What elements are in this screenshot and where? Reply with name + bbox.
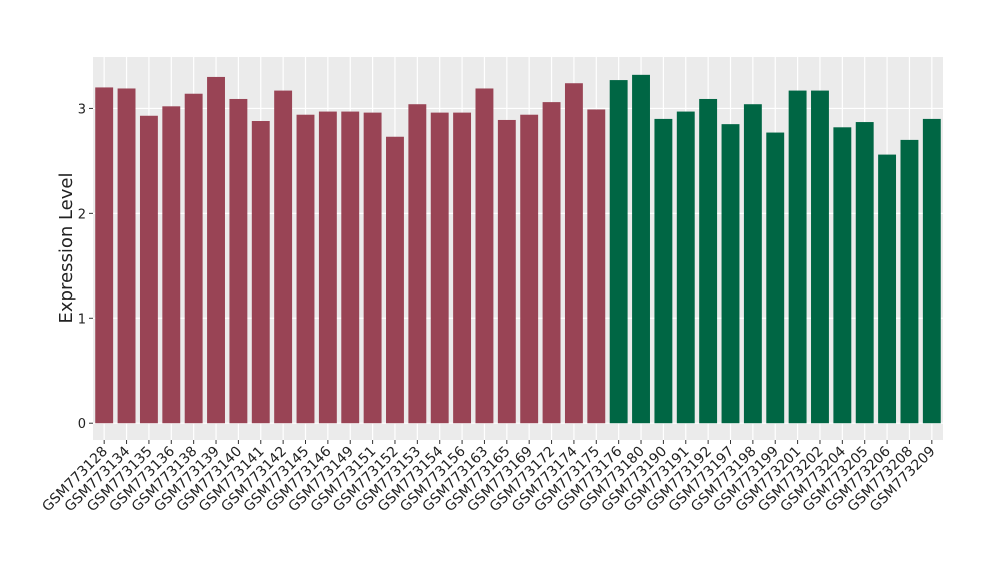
y-tick-label: 0 xyxy=(78,417,86,432)
bar xyxy=(408,104,427,424)
bar xyxy=(587,109,606,424)
bar xyxy=(699,98,718,424)
bar xyxy=(520,114,539,424)
y-axis-label: Expression Level xyxy=(56,173,77,324)
y-tick-label: 1 xyxy=(78,312,86,327)
bar xyxy=(766,132,785,424)
bar xyxy=(274,90,293,424)
bar xyxy=(95,87,114,424)
bar xyxy=(497,119,516,424)
bar xyxy=(229,98,248,424)
bar xyxy=(878,154,897,424)
bar xyxy=(117,88,136,424)
bar xyxy=(632,74,650,424)
bar xyxy=(207,76,225,424)
bar xyxy=(811,90,829,424)
bar xyxy=(743,104,762,424)
bar xyxy=(184,93,203,424)
bar xyxy=(788,90,807,424)
bar xyxy=(453,112,472,424)
bar xyxy=(855,122,874,424)
bar xyxy=(609,80,628,424)
bar xyxy=(922,118,941,424)
bar xyxy=(251,121,270,424)
bar xyxy=(833,127,852,424)
bar xyxy=(900,139,919,424)
bar xyxy=(430,112,449,424)
y-tick-label: 3 xyxy=(78,102,86,117)
bar xyxy=(721,124,740,424)
bar xyxy=(386,136,404,424)
bar xyxy=(475,88,494,424)
bar xyxy=(139,115,158,424)
y-tick-label: 2 xyxy=(78,207,86,222)
bar xyxy=(654,118,673,424)
bar xyxy=(341,111,360,424)
bar xyxy=(542,102,561,424)
bar xyxy=(676,111,695,424)
bar xyxy=(564,83,583,424)
bar xyxy=(363,112,382,424)
bar xyxy=(318,111,337,424)
bar xyxy=(162,106,181,424)
bar xyxy=(296,114,315,424)
